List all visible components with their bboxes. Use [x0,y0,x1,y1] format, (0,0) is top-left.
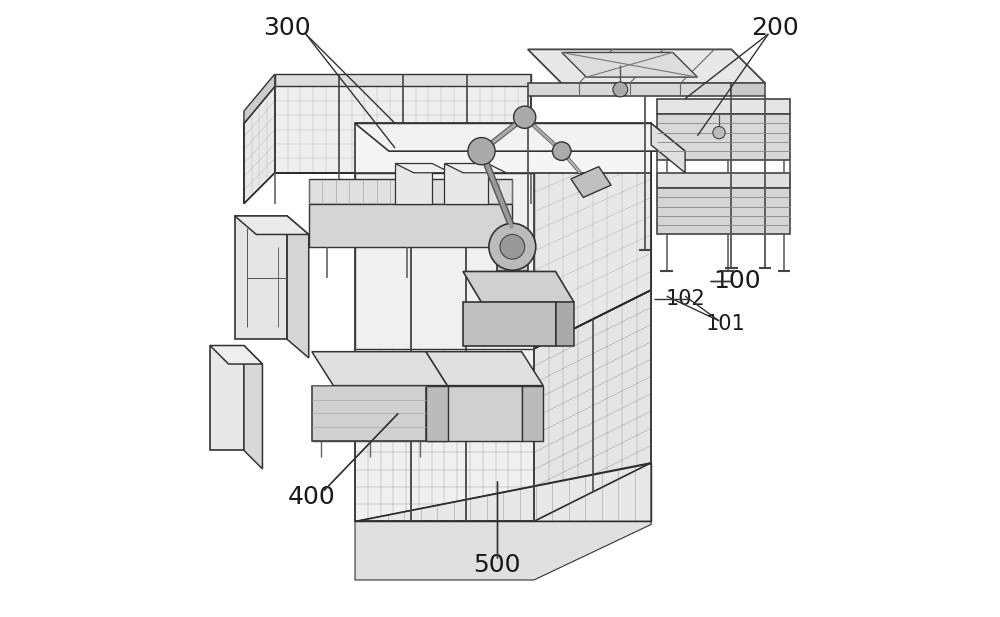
Circle shape [489,223,536,270]
Polygon shape [244,86,275,204]
Circle shape [468,138,495,165]
Polygon shape [235,216,287,339]
Polygon shape [355,123,651,173]
Polygon shape [355,463,651,521]
Polygon shape [355,173,534,349]
Text: 200: 200 [751,16,798,39]
Polygon shape [210,346,244,450]
Polygon shape [309,204,512,247]
Polygon shape [309,179,512,204]
Circle shape [500,234,525,259]
Polygon shape [556,302,574,346]
Polygon shape [463,271,574,302]
Text: 500: 500 [473,553,521,576]
Polygon shape [235,216,309,234]
Polygon shape [522,386,543,441]
Polygon shape [355,123,685,151]
Polygon shape [355,349,534,521]
Text: 101: 101 [705,314,745,334]
Polygon shape [355,173,534,349]
Polygon shape [528,49,765,83]
Polygon shape [657,173,790,188]
Polygon shape [312,352,448,386]
Polygon shape [244,346,262,469]
Polygon shape [657,188,790,234]
Polygon shape [355,463,651,580]
Polygon shape [444,164,506,173]
Polygon shape [275,86,531,173]
Polygon shape [444,164,488,204]
Circle shape [514,106,536,128]
Text: 300: 300 [263,16,311,39]
Polygon shape [571,167,611,197]
Polygon shape [395,164,451,173]
Polygon shape [463,302,556,346]
Text: 100: 100 [714,269,761,292]
Polygon shape [731,83,765,96]
Polygon shape [651,123,685,173]
Polygon shape [287,216,309,358]
Polygon shape [426,386,448,441]
Polygon shape [534,290,651,521]
Polygon shape [210,346,262,364]
Polygon shape [312,386,426,441]
Polygon shape [395,164,432,204]
Polygon shape [275,74,531,86]
Text: 102: 102 [665,289,705,309]
Polygon shape [562,52,697,77]
Polygon shape [528,83,731,96]
Circle shape [552,142,571,160]
Polygon shape [657,114,790,160]
Polygon shape [426,352,543,386]
Polygon shape [534,123,651,349]
Circle shape [713,126,725,139]
Polygon shape [497,234,528,271]
Text: 400: 400 [288,485,336,508]
Circle shape [613,82,628,97]
Polygon shape [426,386,522,441]
Polygon shape [244,74,275,123]
Polygon shape [657,99,790,114]
